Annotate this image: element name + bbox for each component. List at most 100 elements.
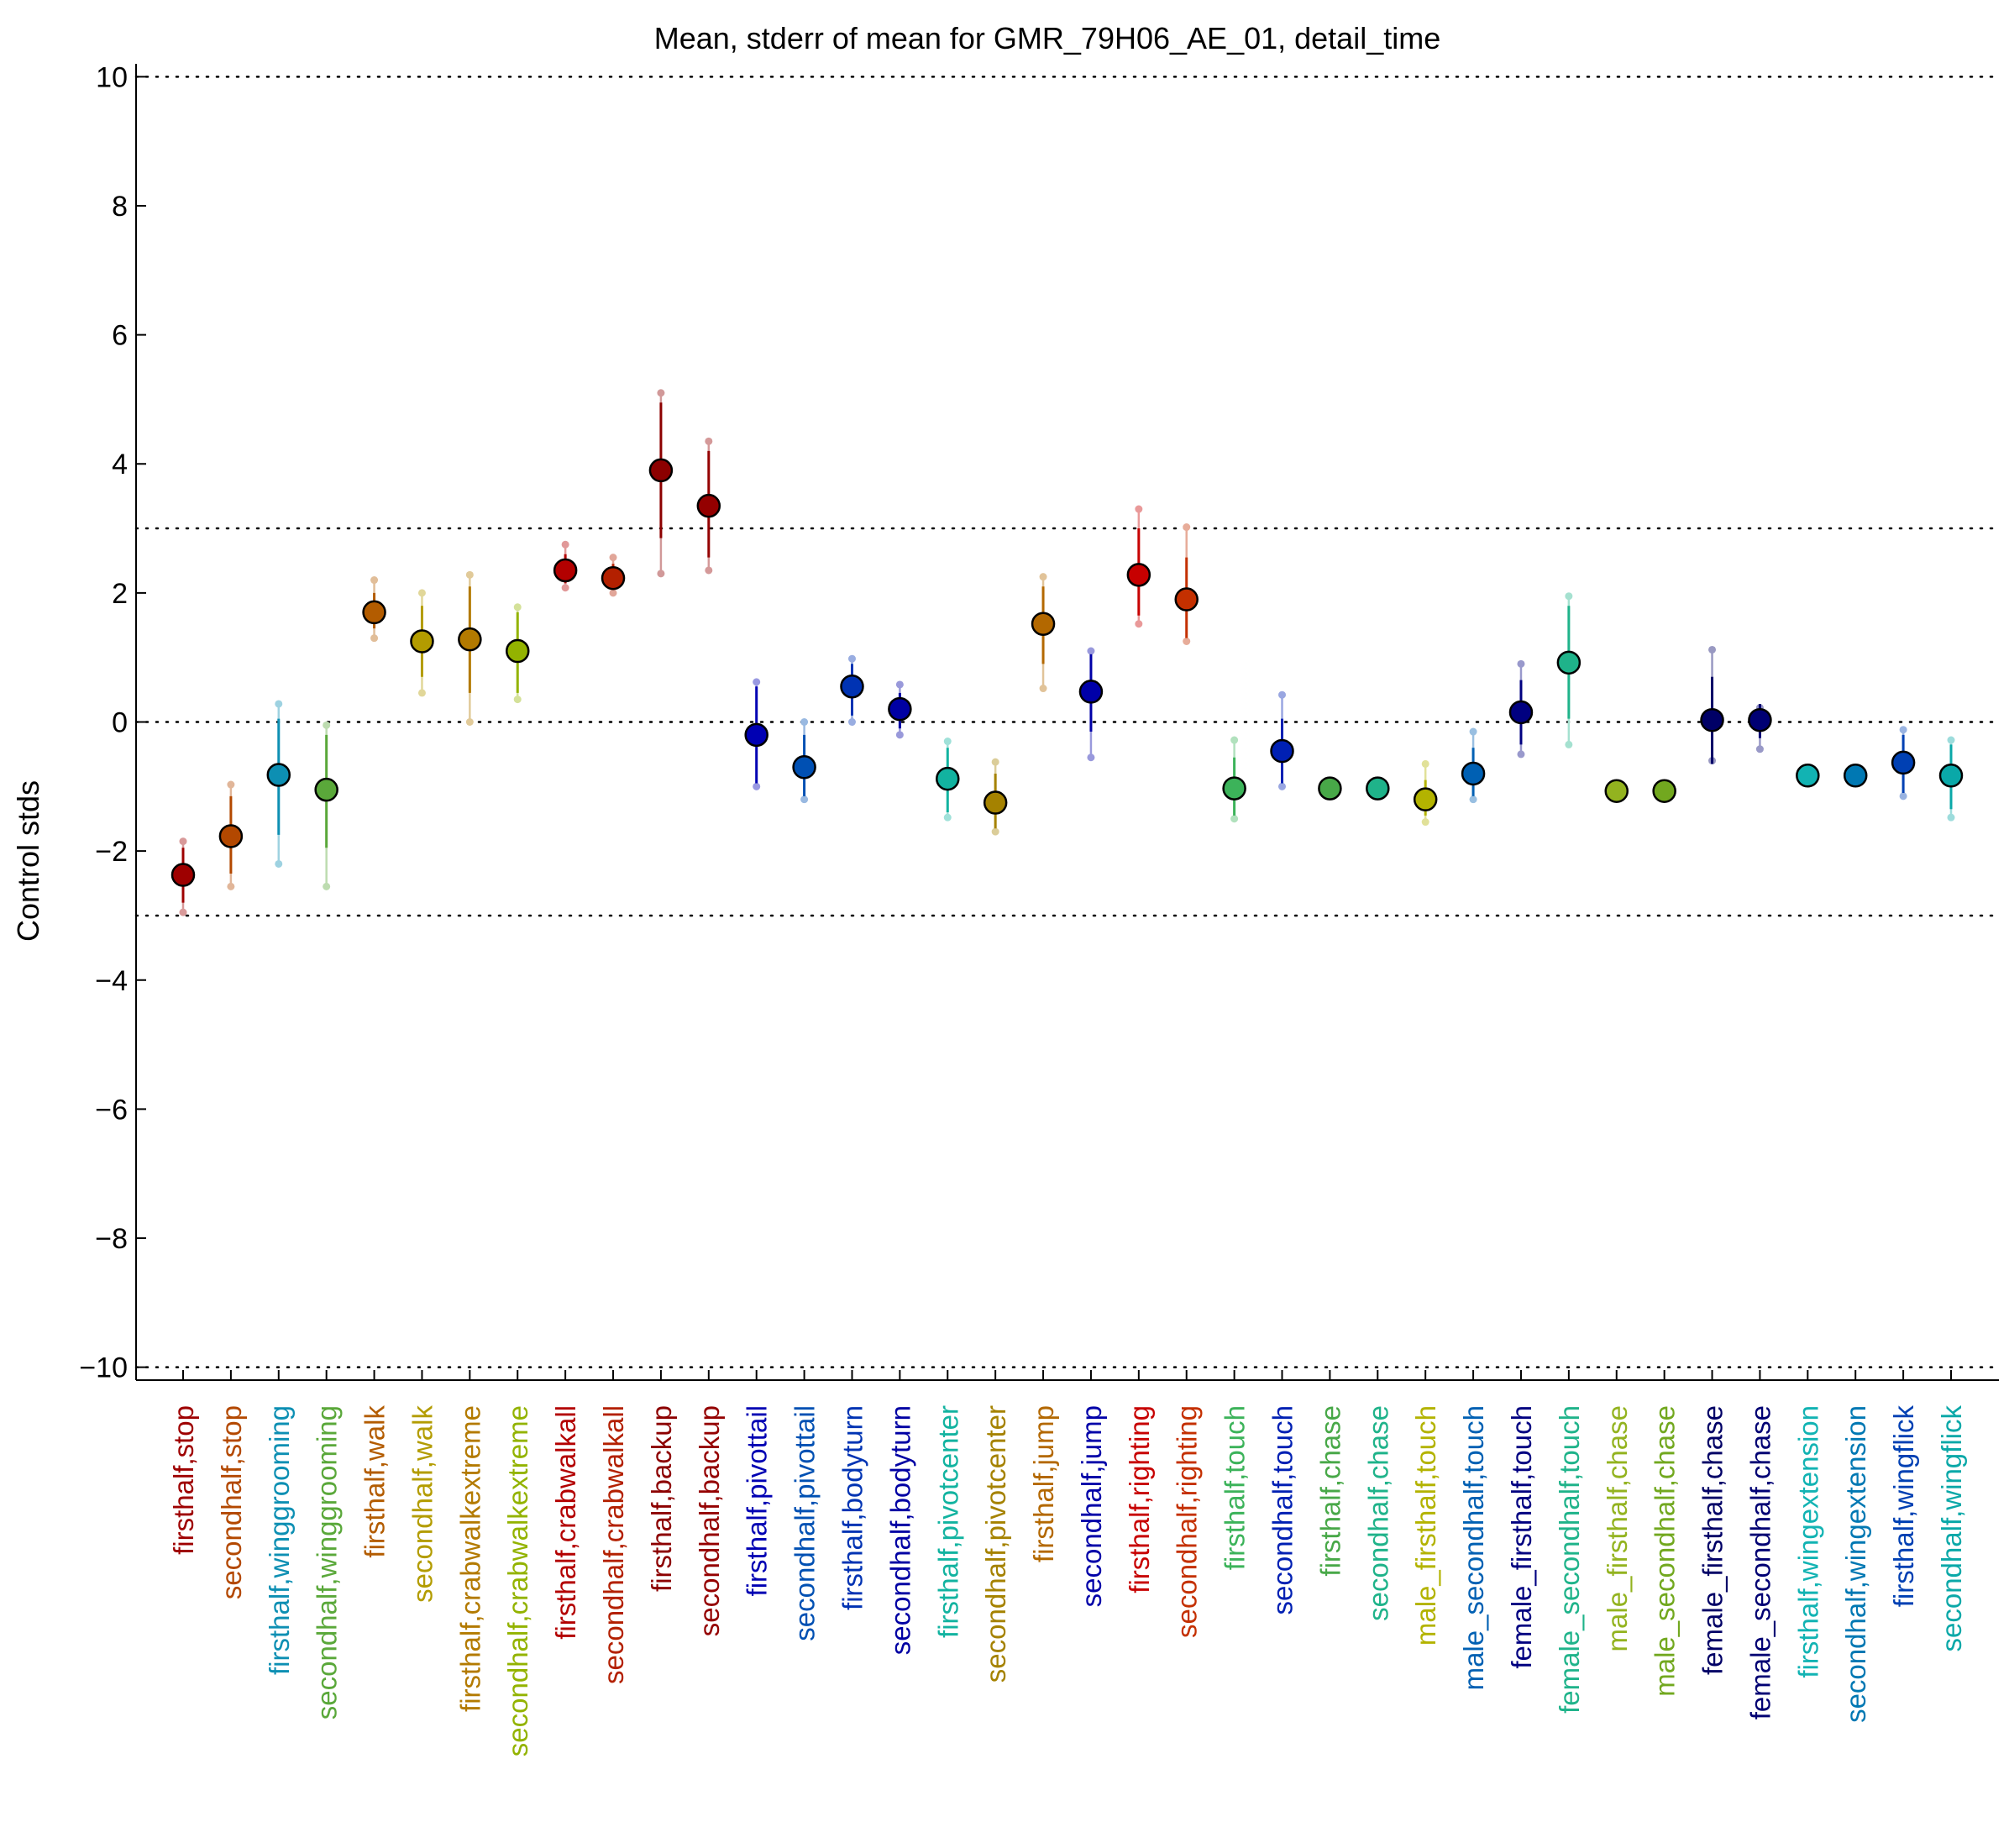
data-point xyxy=(744,722,768,748)
extent-dot xyxy=(179,908,187,916)
extent-dot xyxy=(1183,523,1191,532)
x-tick-label: secondhalf,crabwalkall xyxy=(598,1405,629,1684)
x-tick-label: firsthalf,walk xyxy=(359,1405,391,1558)
data-point xyxy=(458,627,482,652)
extent-dot xyxy=(753,678,761,686)
extent-dot xyxy=(465,718,474,726)
x-tick-label: secondhalf,wingflick xyxy=(1936,1405,1967,1652)
extent-dot xyxy=(417,689,426,697)
x-tick-label: firsthalf,wingextension xyxy=(1792,1405,1823,1678)
extent-dot xyxy=(1230,736,1239,744)
x-tick-label: firsthalf,pivotcenter xyxy=(932,1405,963,1638)
data-point xyxy=(888,696,912,722)
x-tick-label: firsthalf,righting xyxy=(1124,1405,1155,1593)
extent-dot xyxy=(609,554,617,562)
y-axis-label: Control stds xyxy=(11,780,45,942)
extent-dot xyxy=(943,738,952,746)
y-tick-label: 0 xyxy=(112,707,128,739)
extent-dot xyxy=(657,389,665,397)
x-tick-label: secondhalf,stop xyxy=(216,1405,247,1599)
extent-dot xyxy=(179,837,187,846)
x-tick-label: female_firsthalf,chase xyxy=(1697,1405,1728,1675)
data-point xyxy=(1508,700,1534,725)
data-point xyxy=(1796,764,1820,788)
extent-dot xyxy=(370,576,379,585)
x-tick-label: secondhalf,backup xyxy=(694,1405,725,1636)
data-point xyxy=(1413,787,1438,811)
x-tick-label: firsthalf,crabwalkall xyxy=(550,1405,581,1640)
y-tick-label: 10 xyxy=(96,61,128,93)
x-tick-label: male_firsthalf,chase xyxy=(1602,1405,1633,1651)
x-tick-label: firsthalf,chase xyxy=(1314,1405,1345,1577)
data-point xyxy=(266,763,291,787)
x-tick-label: secondhalf,chase xyxy=(1362,1405,1393,1621)
extent-dot xyxy=(895,731,904,739)
y-tick-label: −6 xyxy=(95,1094,128,1126)
data-point xyxy=(1222,776,1246,801)
extent-dot xyxy=(847,654,856,663)
extent-dot xyxy=(1517,750,1525,759)
data-point xyxy=(505,638,530,664)
extent-dot xyxy=(513,603,522,612)
extent-dot xyxy=(227,780,235,789)
extent-dot xyxy=(323,882,331,890)
extent-dot xyxy=(1947,736,1955,744)
extent-dot xyxy=(753,782,761,790)
data-point xyxy=(1700,707,1724,732)
extent-dot xyxy=(609,589,617,597)
reference-lines xyxy=(134,76,2001,1368)
extent-dot xyxy=(1039,573,1047,581)
data-point xyxy=(410,629,434,654)
x-tick-label: female_firsthalf,touch xyxy=(1506,1405,1537,1669)
extent-dot xyxy=(705,437,713,445)
extent-dot xyxy=(1565,592,1573,601)
data-point xyxy=(1461,761,1486,786)
data-point xyxy=(1031,612,1056,636)
x-tick-label: firsthalf,wingflick xyxy=(1888,1405,1919,1608)
data-point xyxy=(1270,738,1294,764)
data-point xyxy=(696,493,721,518)
data-point xyxy=(840,675,864,699)
data-markers xyxy=(170,458,1964,887)
x-tick-label: female_secondhalf,touch xyxy=(1554,1405,1585,1714)
extent-dot xyxy=(1087,753,1095,762)
extent-dot xyxy=(991,827,999,836)
y-tick-label: 8 xyxy=(112,191,128,223)
x-tick-label: secondhalf,walk xyxy=(407,1405,438,1603)
x-tick-label: firsthalf,winggrooming xyxy=(264,1405,295,1675)
extent-dot xyxy=(275,700,283,708)
data-point xyxy=(648,458,674,483)
y-tick-label: −8 xyxy=(95,1223,128,1255)
data-point xyxy=(362,600,386,625)
extent-dot xyxy=(1135,620,1143,628)
data-point xyxy=(1318,776,1342,801)
y-tick-label: 4 xyxy=(112,449,128,480)
extent-dot xyxy=(1469,727,1477,736)
error-bars xyxy=(179,389,1955,916)
extent-dot xyxy=(800,718,809,726)
x-tick-label: firsthalf,stop xyxy=(168,1405,199,1555)
chart-title: Mean, stderr of mean for GMR_79H06_AE_01… xyxy=(654,21,1440,55)
extent-dot xyxy=(1278,690,1287,699)
extent-dot xyxy=(1421,818,1429,827)
extent-dot xyxy=(513,696,522,704)
extent-dot xyxy=(895,680,904,689)
x-tick-label: firsthalf,pivottail xyxy=(742,1405,773,1596)
data-point xyxy=(936,766,960,791)
extent-dot xyxy=(1039,685,1047,693)
extent-dot xyxy=(323,721,331,729)
data-point xyxy=(314,777,338,802)
extent-dot xyxy=(1565,740,1573,748)
x-tick-label: female_secondhalf,chase xyxy=(1744,1405,1776,1719)
extent-dot xyxy=(370,634,379,643)
x-tick-label: secondhalf,pivottail xyxy=(789,1405,821,1641)
extent-dot xyxy=(1087,647,1095,655)
data-point xyxy=(553,558,578,583)
extent-dot xyxy=(1755,745,1764,753)
extent-dot xyxy=(227,882,235,890)
y-tick-label: −2 xyxy=(95,836,128,868)
data-point xyxy=(1604,779,1629,803)
extent-dot xyxy=(1708,645,1717,654)
x-tick-label: secondhalf,winggrooming xyxy=(312,1405,343,1719)
extent-dot xyxy=(943,813,952,822)
